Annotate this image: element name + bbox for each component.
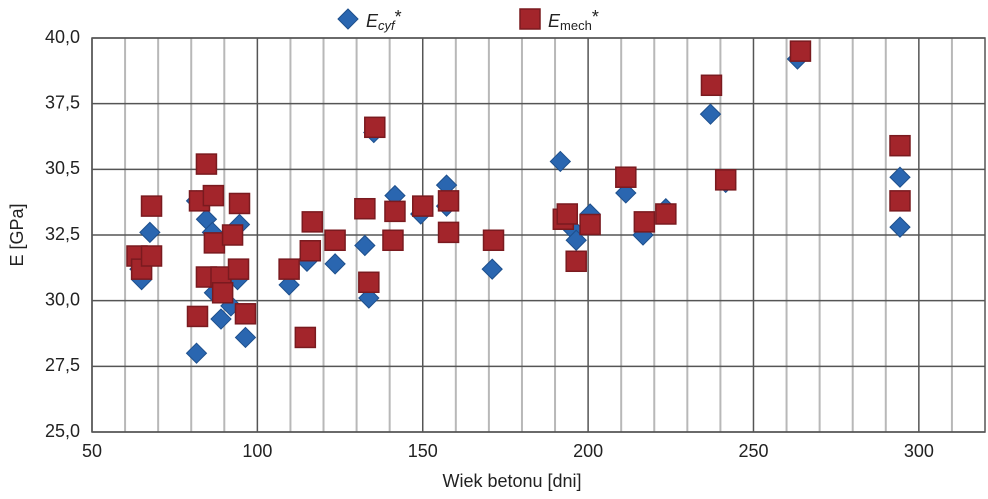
data-point <box>140 245 163 267</box>
x-tick-label: 200 <box>573 441 603 461</box>
data-point <box>556 203 579 225</box>
data-point <box>221 224 244 246</box>
y-tick-label: 27,5 <box>45 355 80 375</box>
data-point <box>889 190 911 212</box>
y-tick-label: 32,5 <box>45 224 80 244</box>
data-point <box>889 166 911 188</box>
data-point <box>482 229 505 252</box>
data-point <box>699 103 722 125</box>
data-point <box>227 258 250 280</box>
data-point <box>579 213 601 236</box>
x-tick-label: 150 <box>408 441 438 461</box>
data-point <box>889 216 911 238</box>
y-tick-label: 37,5 <box>45 92 80 112</box>
data-point <box>324 253 346 275</box>
data-point <box>186 305 209 328</box>
data-point <box>481 258 503 280</box>
data-point <box>139 221 161 244</box>
data-point <box>633 211 656 233</box>
data-point <box>234 303 257 325</box>
data-point <box>889 134 911 157</box>
data-point <box>278 258 300 280</box>
data-point <box>358 287 380 309</box>
data-point <box>382 229 404 252</box>
data-point <box>615 182 637 204</box>
x-tick-label: 250 <box>738 441 768 461</box>
legend-label: Emech* <box>548 7 599 34</box>
data-point <box>210 308 232 330</box>
data-point <box>700 74 723 97</box>
legend-marker <box>519 8 541 30</box>
y-tick-label: 25,0 <box>45 421 80 441</box>
data-point <box>354 234 376 257</box>
data-point <box>203 232 226 254</box>
data-point <box>364 116 386 139</box>
data-point <box>202 184 225 207</box>
data-point <box>195 153 218 175</box>
data-point <box>565 229 587 251</box>
x-axis-label: Wiek betonu [dni] <box>442 471 581 491</box>
data-point <box>615 166 637 188</box>
data-point <box>234 326 257 349</box>
data-point <box>299 240 322 262</box>
data-point <box>437 221 460 244</box>
data-point <box>140 195 163 217</box>
data-point <box>278 274 300 296</box>
x-tick-label: 300 <box>904 441 934 461</box>
data-point <box>185 342 208 364</box>
data-point <box>789 40 812 62</box>
data-point <box>324 229 346 252</box>
y-axis-label: E [GPa] <box>7 203 27 266</box>
data-point <box>294 326 317 349</box>
data-point <box>411 195 434 217</box>
legend-label: Ecyf* <box>366 7 402 34</box>
plot-border <box>91 37 986 433</box>
data-point <box>549 150 572 173</box>
data-point <box>358 271 380 294</box>
data-point <box>714 169 737 191</box>
legend-marker <box>337 8 359 30</box>
x-tick-label: 100 <box>242 441 272 461</box>
y-tick-label: 30,5 <box>45 158 80 178</box>
data-point <box>301 211 324 233</box>
x-tick-label: 50 <box>82 441 102 461</box>
data-point <box>565 250 587 273</box>
data-point <box>211 282 234 304</box>
data-point <box>655 203 677 225</box>
data-point <box>437 190 460 212</box>
data-point <box>228 192 251 215</box>
y-tick-label: 30,0 <box>45 289 80 309</box>
data-point <box>384 200 406 223</box>
data-point <box>354 197 376 220</box>
y-tick-label: 40,0 <box>45 27 80 47</box>
